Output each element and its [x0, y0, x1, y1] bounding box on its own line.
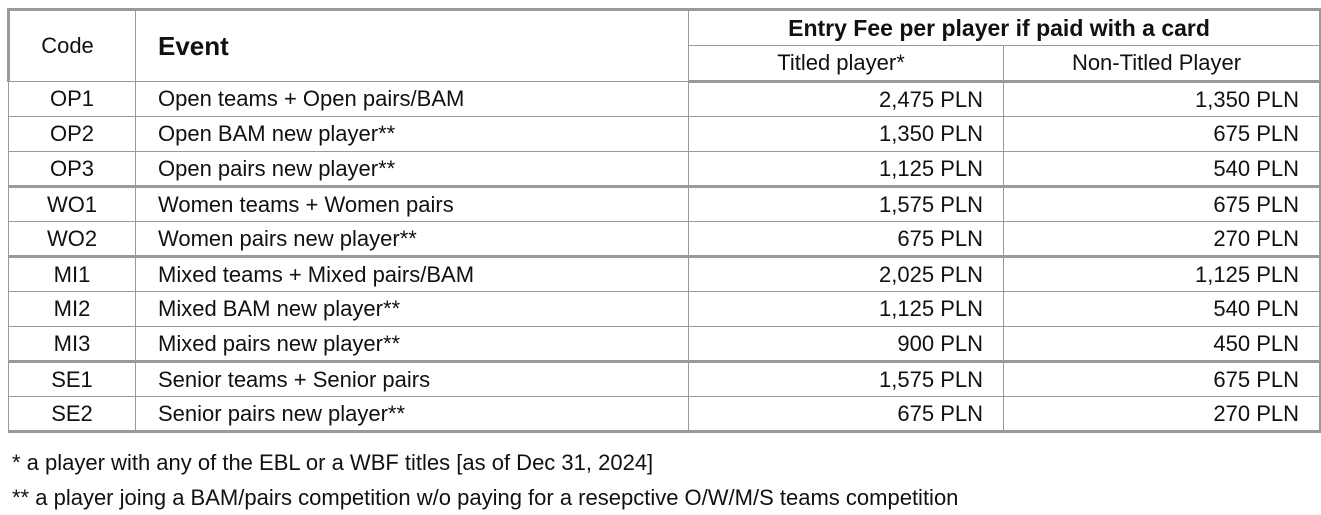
table-row: OP2 Open BAM new player** 1,350 PLN 675 … [8, 116, 1321, 152]
row-non-titled-fee: 1,350 PLN [1002, 81, 1321, 117]
row-titled-fee: 2,475 PLN [688, 81, 1004, 117]
row-titled-fee: 1,125 PLN [688, 291, 1004, 327]
footnote-titled: * a player with any of the EBL or a WBF … [12, 450, 654, 475]
row-non-titled-fee: 540 PLN [1002, 151, 1321, 188]
footnote-new-player: ** a player joing a BAM/pairs competitio… [12, 485, 959, 510]
row-event: Women pairs new player** [135, 221, 689, 258]
row-event: Open teams + Open pairs/BAM [135, 81, 689, 117]
row-event: Open pairs new player** [135, 151, 689, 188]
row-non-titled-fee: 270 PLN [1002, 221, 1321, 258]
entry-fee-table: Code Event Entry Fee per player if paid … [7, 8, 1321, 433]
row-code: WO1 [8, 186, 136, 222]
row-non-titled-fee: 540 PLN [1002, 291, 1321, 327]
row-non-titled-fee: 270 PLN [1002, 396, 1321, 433]
row-event: Open BAM new player** [135, 116, 689, 152]
header-event: Event [135, 8, 689, 82]
row-non-titled-fee: 450 PLN [1002, 326, 1321, 363]
row-code: OP3 [8, 151, 136, 188]
row-titled-fee: 675 PLN [688, 221, 1004, 258]
row-code: MI2 [8, 291, 136, 327]
row-event: Mixed BAM new player** [135, 291, 689, 327]
row-non-titled-fee: 675 PLN [1002, 361, 1321, 397]
table-row: MI1 Mixed teams + Mixed pairs/BAM 2,025 … [8, 256, 1321, 292]
row-non-titled-fee: 1,125 PLN [1002, 256, 1321, 292]
row-code: OP1 [8, 81, 136, 117]
row-event: Senior teams + Senior pairs [135, 361, 689, 397]
table-row: SE2 Senior pairs new player** 675 PLN 27… [8, 396, 1321, 433]
header-non-titled-player: Non-Titled Player [1002, 45, 1321, 83]
row-code: WO2 [8, 221, 136, 258]
table-row: WO2 Women pairs new player** 675 PLN 270… [8, 221, 1321, 258]
table-row: MI2 Mixed BAM new player** 1,125 PLN 540… [8, 291, 1321, 327]
row-code: OP2 [8, 116, 136, 152]
header-code: Code [7, 8, 136, 82]
row-titled-fee: 1,350 PLN [688, 116, 1004, 152]
row-code: SE2 [8, 396, 136, 433]
table-row: OP1 Open teams + Open pairs/BAM 2,475 PL… [8, 81, 1321, 117]
table-row: MI3 Mixed pairs new player** 900 PLN 450… [8, 326, 1321, 363]
row-event: Mixed teams + Mixed pairs/BAM [135, 256, 689, 292]
table-row: SE1 Senior teams + Senior pairs 1,575 PL… [8, 361, 1321, 397]
row-code: MI3 [8, 326, 136, 363]
table-row: OP3 Open pairs new player** 1,125 PLN 54… [8, 151, 1321, 188]
row-non-titled-fee: 675 PLN [1002, 186, 1321, 222]
table-row: WO1 Women teams + Women pairs 1,575 PLN … [8, 186, 1321, 222]
footnotes: * a player with any of the EBL or a WBF … [12, 445, 958, 515]
row-titled-fee: 1,125 PLN [688, 151, 1004, 188]
row-non-titled-fee: 675 PLN [1002, 116, 1321, 152]
table-header: Code Event Entry Fee per player if paid … [7, 8, 1321, 83]
row-code: MI1 [8, 256, 136, 292]
row-titled-fee: 900 PLN [688, 326, 1004, 363]
row-event: Senior pairs new player** [135, 396, 689, 433]
header-entry-fee: Entry Fee per player if paid with a card [687, 8, 1321, 46]
row-code: SE1 [8, 361, 136, 397]
row-event: Women teams + Women pairs [135, 186, 689, 222]
row-event: Mixed pairs new player** [135, 326, 689, 363]
row-titled-fee: 2,025 PLN [688, 256, 1004, 292]
row-titled-fee: 1,575 PLN [688, 186, 1004, 222]
header-titled-player: Titled player* [688, 45, 1004, 83]
row-titled-fee: 675 PLN [688, 396, 1004, 433]
row-titled-fee: 1,575 PLN [688, 361, 1004, 397]
table-body: OP1 Open teams + Open pairs/BAM 2,475 PL… [8, 81, 1321, 433]
